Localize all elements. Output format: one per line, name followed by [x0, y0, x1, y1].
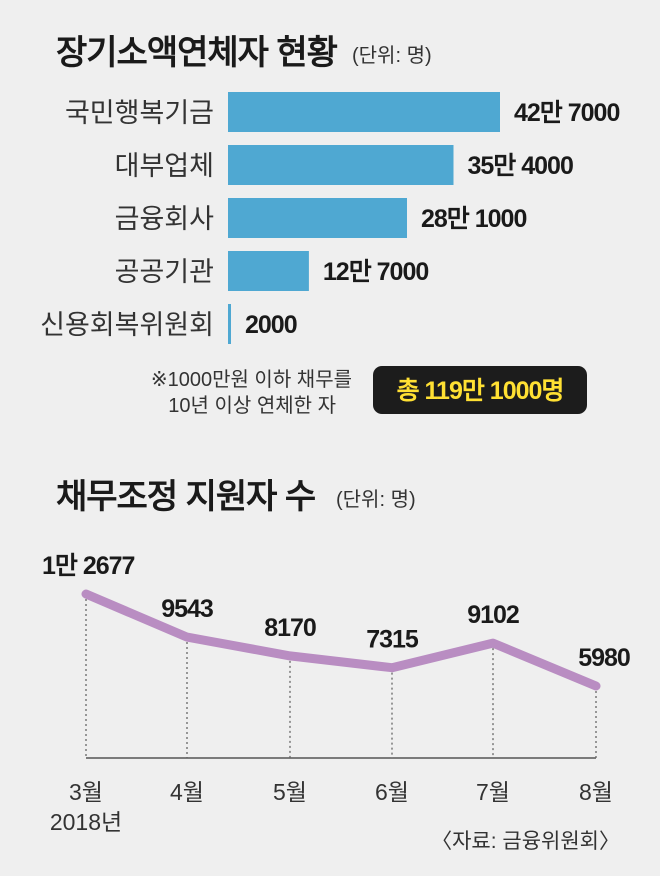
bar — [228, 92, 500, 132]
bar — [228, 251, 309, 291]
x-tick-label: 3월 — [69, 779, 103, 805]
bar-chart-note-line-2: 10년 이상 연체한 자 — [168, 394, 336, 417]
bar — [228, 304, 231, 344]
bar — [228, 145, 454, 185]
bar-group: 국민행복기금 42만 7000 대부업체 35만 4000 금융회사 28만 1000 공공… — [40, 92, 620, 344]
total-badge-label: 총 119만 1000명 — [397, 377, 564, 405]
bar-chart-section: 장기소액연체자 현황 (단위: 명) 국민행복기금 42만 7000 대부업체 35만… — [40, 34, 620, 417]
x-tick-label: 4월 — [170, 779, 204, 805]
bar-value-label: 12만 7000 — [323, 258, 428, 286]
category-label: 공공기관 — [115, 257, 214, 287]
bar — [228, 198, 407, 238]
point-value-label: 8170 — [264, 614, 316, 642]
point-value-label: 1만 2677 — [42, 552, 135, 580]
category-label: 대부업체 — [115, 151, 214, 181]
x-tick-label: 5월 — [273, 779, 307, 805]
bar-value-label: 2000 — [245, 311, 297, 339]
point-value-label: 7315 — [366, 626, 419, 654]
series-line — [81, 589, 601, 691]
x-tick-label: 7월 — [476, 779, 510, 805]
bar-chart-title: 장기소액연체자 현황 — [56, 34, 338, 72]
x-axis-year-label: 2018년 — [50, 809, 122, 835]
category-label: 금융회사 — [115, 204, 215, 234]
line-chart-section: 채무조정 지원자 수 (단위: 명) 1만 2677 3월 9543 4월 8170 5월… — [42, 478, 631, 853]
bar-chart-unit: (단위: 명) — [352, 44, 432, 67]
bar-value-label: 42만 7000 — [514, 99, 619, 127]
point-value-label: 5980 — [578, 644, 630, 672]
bar-value-label: 35만 4000 — [467, 152, 572, 180]
line-plot: 1만 2677 3월 9543 4월 8170 5월 7315 6월 9102 7월 5980 8월 — [42, 552, 631, 805]
bar-value-label: 28만 1000 — [421, 205, 526, 233]
source-label: 〈자료: 금융위원회〉 — [431, 830, 620, 853]
total-badge — [373, 366, 587, 414]
line-chart-title: 채무조정 지원자 수 — [56, 478, 316, 516]
x-tick-label: 8월 — [579, 779, 613, 805]
point-value-label: 9102 — [467, 601, 519, 629]
category-label: 신용회복위원회 — [40, 310, 214, 340]
x-tick-label: 6월 — [375, 779, 409, 805]
line-chart-unit: (단위: 명) — [336, 488, 416, 511]
bar-chart-note-line-1: ※1000만원 이하 채무를 — [151, 368, 352, 391]
category-label: 국민행복기금 — [65, 98, 214, 128]
point-value-label: 9543 — [161, 595, 213, 623]
